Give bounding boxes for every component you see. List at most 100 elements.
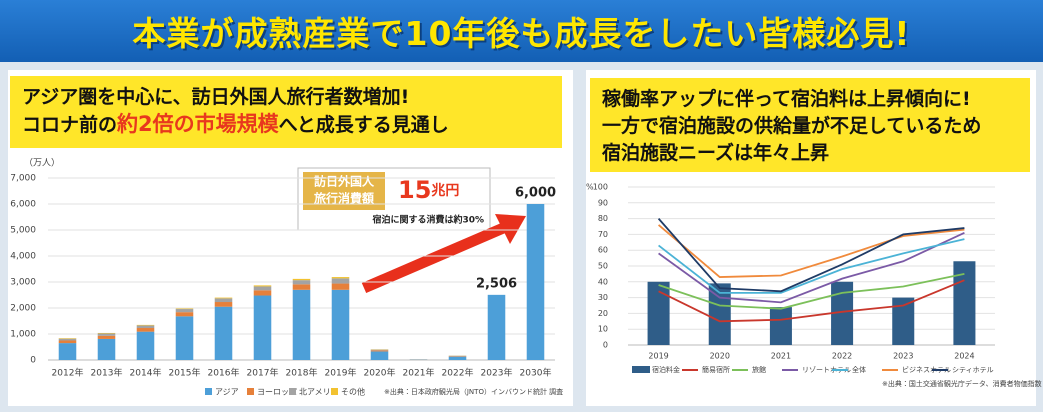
bar: [214, 298, 233, 303]
bar: [331, 277, 350, 279]
amount-number: 15: [398, 176, 431, 204]
bar: [831, 281, 854, 345]
banner: 本業が成熟産業で10年後も成長をしたい皆様必見!: [0, 0, 1043, 62]
bar: [253, 295, 272, 360]
legend-swatch: [331, 388, 338, 395]
bar: [953, 261, 976, 345]
data-label: 2,506: [476, 276, 517, 291]
x-tick-label: 2021年: [403, 367, 435, 379]
bar: [97, 333, 116, 336]
x-tick-label: 2012年: [52, 367, 84, 379]
bar: [214, 297, 233, 299]
line-series: [658, 238, 965, 294]
y-tick-label: 40: [598, 277, 608, 286]
line-series: [658, 273, 965, 310]
bar: [214, 306, 233, 360]
bar: [370, 350, 389, 352]
bar: [175, 312, 194, 317]
line-series: [657, 218, 965, 293]
legend-label: 旅館: [752, 365, 766, 374]
legend-label: 全体: [852, 365, 866, 374]
bar: [97, 335, 116, 339]
legend-label: アジア: [215, 388, 239, 397]
highlight: 約2倍の市場規模: [117, 112, 279, 136]
x-tick-label: 2014年: [130, 367, 162, 379]
bar: [58, 338, 77, 341]
x-tick-label: 2020: [710, 352, 730, 361]
amount-unit: 兆円: [431, 183, 459, 199]
arrow-shaft: [361, 220, 511, 294]
data-label: 6,000: [515, 186, 556, 201]
page-title: 本業が成熟産業で10年後も成長をしたい皆様必見!: [132, 14, 911, 53]
legend-label: ビジネスホテル: [902, 365, 951, 374]
callout-label: 旅行消費額: [313, 191, 375, 206]
bar: [331, 289, 350, 360]
x-tick-label: 2019: [648, 352, 668, 361]
bar: [253, 285, 272, 287]
y-tick-label: 6,000: [10, 200, 36, 210]
bar: [370, 349, 389, 351]
bar: [136, 328, 155, 332]
y-tick-label: 0: [30, 356, 36, 366]
headline-line: 稼働率アップに伴って宿泊料は上昇傾向に!: [602, 88, 971, 110]
callout-label: 訪日外国人: [314, 174, 375, 189]
headline-line: コロナ前の約2倍の市場規模へと成長する見通し: [22, 111, 550, 139]
bar: [175, 316, 194, 360]
bar: [175, 309, 194, 313]
x-tick-label: 2018年: [286, 367, 318, 379]
x-tick-label: 2030年: [520, 367, 552, 379]
legend-label: ヨーロッパ: [257, 388, 297, 397]
y-tick-label: 60: [598, 246, 608, 255]
x-tick-label: 2023年: [481, 367, 513, 379]
legend-label: 簡易宿所: [702, 365, 730, 374]
bar: [292, 284, 311, 290]
x-tick-label: 2021: [771, 352, 791, 361]
legend-label: シティホテル: [952, 366, 994, 374]
bar: [487, 294, 506, 360]
legend-swatch: [247, 388, 254, 395]
text: へと成長する見通し: [278, 114, 449, 136]
y-tick-label: 0: [603, 341, 608, 350]
x-tick-label: 2016年: [208, 367, 240, 379]
legend-label: 北アメリカ: [299, 388, 339, 397]
y-tick-label: 3,000: [10, 278, 36, 288]
arrow-head: [495, 214, 526, 244]
callout-note: 宿泊に関する消費は約30%: [371, 214, 484, 226]
callout-amount: 15兆円: [398, 176, 459, 204]
bar: [58, 338, 77, 339]
x-tick-label: 2017年: [247, 367, 279, 379]
bar: [331, 283, 350, 290]
line-series: [658, 279, 965, 323]
bar: [647, 281, 670, 345]
bar: [214, 302, 233, 307]
x-tick-label: 2024: [954, 352, 974, 361]
y-axis-unit: （万人）: [24, 158, 60, 169]
bar: [292, 278, 311, 281]
y-tick-label: 2,000: [10, 304, 36, 314]
y-tick-label: 4,000: [10, 252, 36, 262]
bar: [331, 278, 350, 284]
bar: [526, 204, 545, 360]
bar: [97, 338, 116, 360]
bar: [253, 290, 272, 296]
bar: [448, 356, 467, 357]
text: コロナ前の: [22, 114, 118, 136]
x-tick-label: 2022: [832, 352, 852, 361]
bar: [136, 325, 155, 329]
x-tick-label: 2019年: [325, 367, 357, 379]
legend-swatch: [632, 366, 650, 373]
bar: [370, 351, 389, 360]
legend-label: リゾートホテル: [802, 366, 851, 374]
bar: [892, 297, 915, 345]
y-tick-label: 1,000: [10, 330, 36, 340]
y-tick-label: 7,000: [10, 174, 36, 184]
source-note: ※出典：国土交通省観光庁データ、消費者物価指数（CPI）: [882, 379, 1043, 388]
source-note: ※出典：日本政府観光局（JNTO）インバウンド統計 調査: [384, 387, 563, 396]
bar: [58, 343, 77, 360]
bar: [292, 280, 311, 285]
x-tick-label: 2020年: [364, 367, 396, 379]
headline-line: 一方で宿泊施設の供給量が不足しているため: [602, 115, 982, 137]
y-tick-label: 5,000: [10, 226, 36, 236]
legend-label: その他: [341, 387, 365, 397]
